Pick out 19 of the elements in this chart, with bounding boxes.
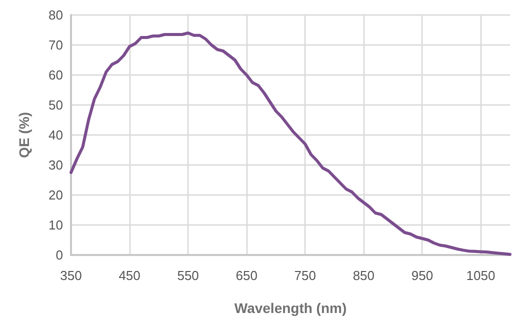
x-tick-label: 650 — [236, 268, 258, 283]
y-tick-label: 20 — [48, 188, 63, 202]
y-axis-title: QE (%) — [16, 112, 32, 158]
x-tick-label: 450 — [118, 268, 140, 283]
y-tick-label: 0 — [56, 248, 63, 262]
x-tick-label: 1050 — [466, 268, 496, 283]
y-tick-label: 60 — [48, 68, 63, 82]
y-tick-label: 30 — [48, 158, 63, 172]
x-tick-label: 950 — [411, 268, 434, 283]
y-tick-label: 70 — [48, 38, 63, 52]
x-axis-title: Wavelength (nm) — [234, 300, 347, 316]
x-tick-label: 550 — [177, 268, 199, 283]
x-tick-label: 750 — [294, 268, 316, 283]
x-tick-label: 350 — [60, 268, 82, 283]
y-tick-label: 50 — [48, 98, 63, 112]
y-tick-label: 80 — [48, 8, 63, 22]
y-tick-label: 40 — [48, 128, 63, 142]
x-tick-label: 850 — [352, 268, 375, 283]
y-tick-label: 10 — [48, 218, 63, 232]
